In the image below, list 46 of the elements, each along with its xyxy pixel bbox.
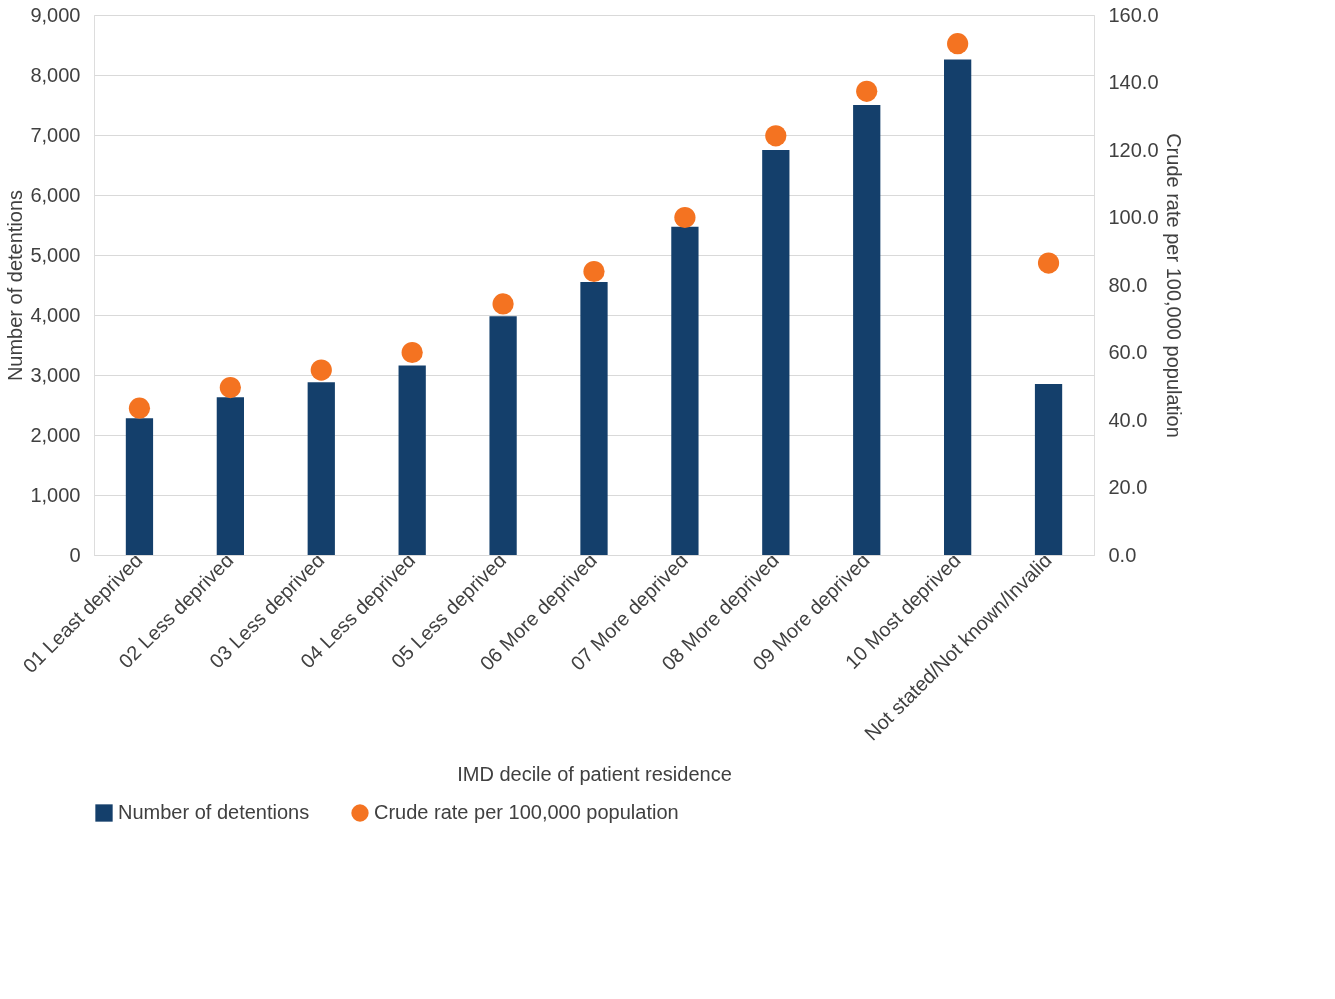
y-tick-label: 6,000 — [30, 183, 81, 206]
bar — [580, 282, 608, 555]
bar — [1034, 384, 1063, 555]
point — [492, 293, 514, 315]
legend-label: Crude rate per 100,000 population — [374, 801, 679, 823]
y2-tick-label: 120.0 — [1108, 138, 1159, 161]
y2-tick-label: 60.0 — [1108, 341, 1148, 363]
bar — [489, 316, 517, 555]
y2-tick-label: 100.0 — [1108, 206, 1159, 228]
y2-tick-label: 40.0 — [1108, 408, 1148, 431]
x-axis-title: IMD decile of patient residence — [457, 762, 732, 785]
point — [401, 341, 423, 364]
y2-tick-label: 20.0 — [1108, 476, 1148, 498]
bar — [125, 418, 154, 555]
y-tick-label: 4,000 — [30, 303, 81, 326]
legend-label: Number of detentions — [118, 801, 310, 823]
bar — [307, 382, 335, 555]
point — [856, 80, 878, 102]
bar — [944, 59, 972, 555]
y2-tick-label: 0.0 — [1108, 543, 1137, 566]
y2-tick-label: 140.0 — [1108, 71, 1159, 93]
y-tick-label: 3,000 — [30, 363, 81, 386]
y2-tick-label: 160.0 — [1108, 3, 1159, 26]
y-tick-label: 2,000 — [30, 423, 81, 446]
y-axis-title: Number of detentions — [4, 189, 27, 382]
y-tick-label: 0 — [69, 543, 81, 566]
point — [219, 377, 241, 399]
point — [583, 260, 605, 283]
bar — [671, 226, 699, 555]
bar — [398, 365, 426, 555]
point — [765, 125, 787, 147]
y-tick-label: 5,000 — [30, 243, 81, 266]
y2-tick-label: 80.0 — [1108, 273, 1148, 296]
y-tick-label: 1,000 — [30, 483, 81, 506]
point — [947, 33, 969, 55]
bar — [216, 397, 244, 555]
bar — [762, 150, 790, 555]
y-tick-label: 8,000 — [30, 63, 81, 86]
y-tick-label: 9,000 — [30, 3, 81, 26]
bar — [853, 105, 881, 555]
point — [674, 206, 696, 229]
y-tick-label: 7,000 — [30, 123, 81, 146]
point — [1037, 252, 1060, 274]
point — [310, 359, 332, 381]
point — [128, 397, 151, 419]
y2-axis-title: Crude rate per 100,000 population — [1162, 133, 1185, 438]
